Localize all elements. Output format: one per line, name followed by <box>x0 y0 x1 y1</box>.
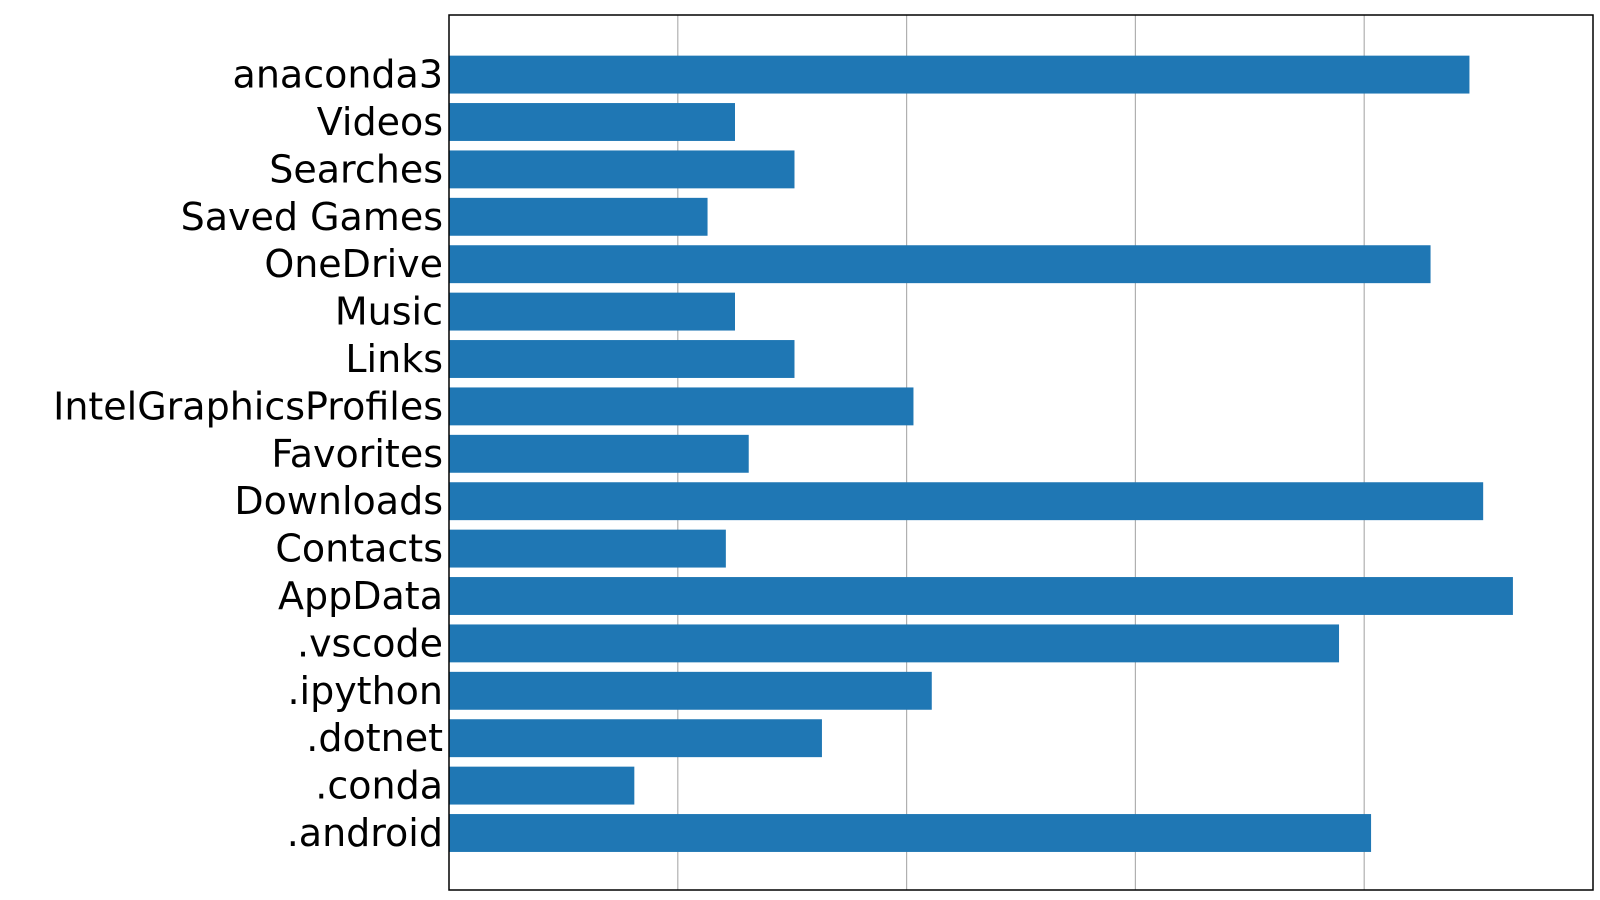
category-label: Favorites <box>271 432 443 476</box>
bar <box>449 624 1340 663</box>
bar <box>449 292 735 331</box>
bar <box>449 150 795 189</box>
category-label: .ipython <box>287 669 443 713</box>
plot-area-frame <box>448 14 1594 891</box>
bar <box>449 766 635 805</box>
category-label: IntelGraphicsProfiles <box>53 384 443 428</box>
category-label: Contacts <box>275 527 443 571</box>
category-label: Links <box>345 337 443 381</box>
bar <box>449 340 795 378</box>
bar <box>449 55 1470 94</box>
category-label: .android <box>287 811 443 855</box>
bar <box>449 529 726 568</box>
category-label: Searches <box>269 147 443 191</box>
category-label: .conda <box>315 764 443 808</box>
category-label: AppData <box>278 574 443 618</box>
category-label: .vscode <box>297 621 443 665</box>
category-label: Music <box>335 290 443 334</box>
bar <box>449 387 914 426</box>
bar <box>449 482 1484 521</box>
bar <box>449 245 1431 284</box>
bar <box>449 103 735 141</box>
bar <box>449 434 749 473</box>
category-label: Videos <box>317 100 443 144</box>
category-label: anaconda3 <box>233 53 443 97</box>
bar <box>449 197 708 236</box>
bar <box>449 671 932 710</box>
category-label: .dotnet <box>306 716 443 760</box>
category-label: OneDrive <box>264 242 443 286</box>
category-labels: .android.conda.dotnet.ipython.vscodeAppD… <box>53 53 443 855</box>
bars <box>449 55 1513 852</box>
bar <box>449 814 1372 852</box>
bar <box>449 719 822 758</box>
grid-lines <box>677 15 1365 890</box>
bar <box>449 577 1513 615</box>
category-label: Downloads <box>234 479 443 523</box>
category-label: Saved Games <box>181 195 443 239</box>
